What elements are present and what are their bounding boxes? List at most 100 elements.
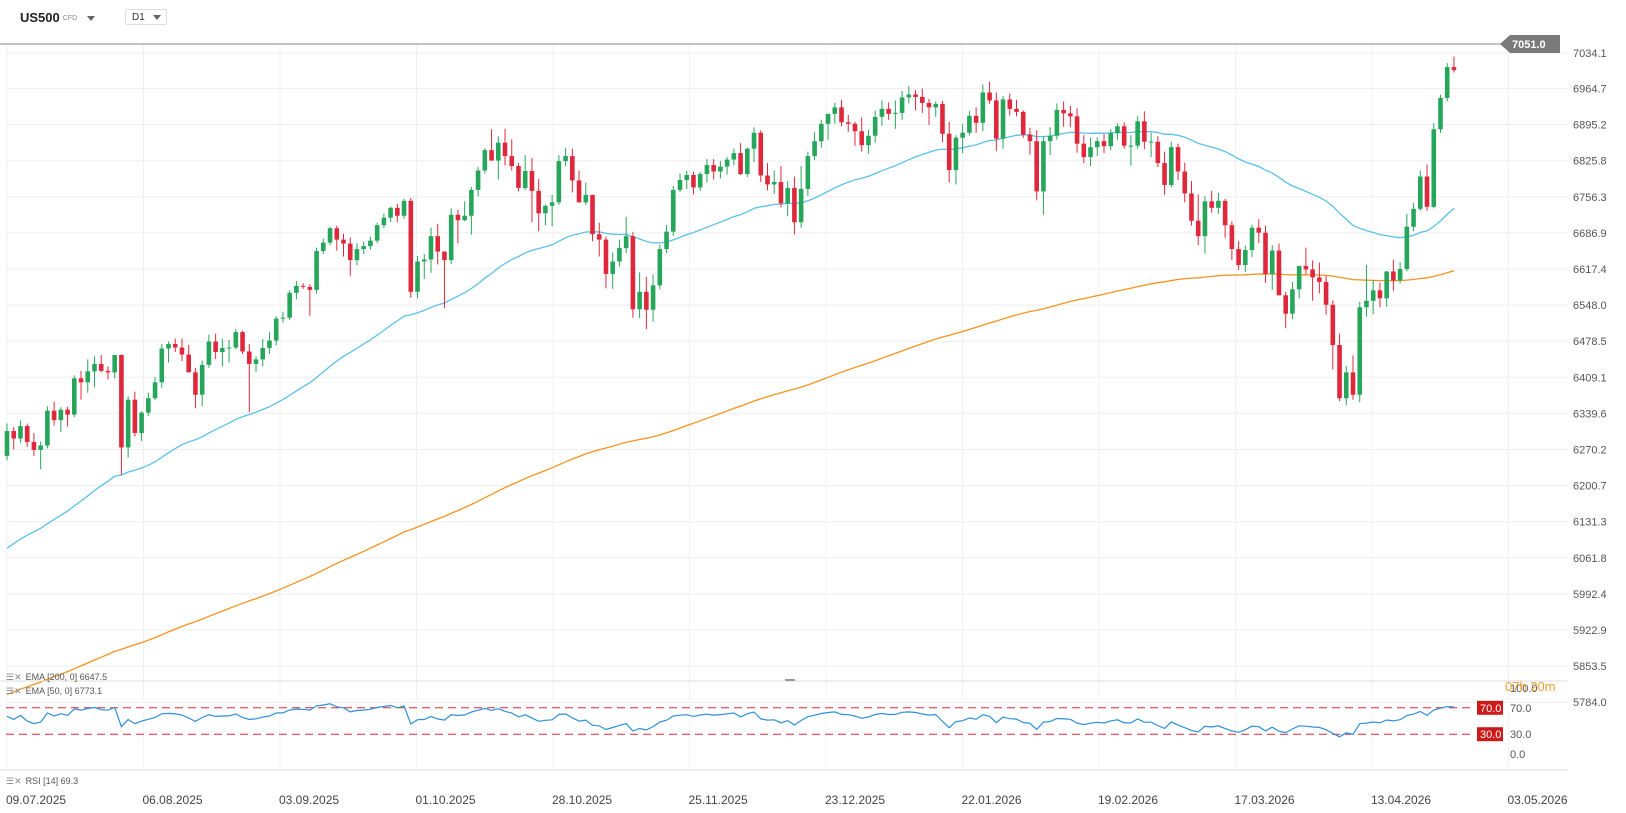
timer-h-unit: h — [1519, 679, 1527, 694]
ema200-legend[interactable]: ☰✕ EMA [200, 0] 6647.5 — [6, 672, 107, 683]
candle-body — [193, 372, 198, 395]
rsi-line — [6, 703, 1455, 738]
candle-body — [368, 240, 373, 247]
candle-body — [1209, 201, 1214, 208]
candle-body — [1229, 225, 1235, 250]
candle-body — [785, 187, 790, 204]
candle-body — [872, 116, 878, 136]
candle-body — [401, 200, 407, 216]
candle-body — [105, 370, 111, 373]
candle-body — [347, 243, 353, 261]
candle-body — [1337, 345, 1342, 399]
candle-body — [166, 344, 171, 349]
candle-body — [65, 409, 70, 415]
candle-body — [1418, 176, 1423, 209]
timer-m-unit: m — [1544, 679, 1556, 694]
candle-body — [1189, 193, 1194, 221]
candle-body — [1216, 200, 1221, 208]
candle-body — [4, 431, 10, 456]
date-axis-label: 17.03.2026 — [1235, 793, 1295, 807]
indicator-settings-icon[interactable]: ☰✕ — [6, 672, 22, 682]
candle-body — [1182, 171, 1188, 194]
price-axis-label: 7034.1 — [1573, 48, 1607, 60]
candle-body — [819, 123, 824, 142]
candle-body — [1088, 147, 1093, 158]
date-axis-label: 22.01.2026 — [962, 793, 1022, 807]
candle-body — [596, 234, 602, 240]
candle-body — [691, 175, 696, 188]
indicator-settings-icon[interactable]: ☰✕ — [6, 776, 22, 786]
candle-body — [933, 103, 939, 108]
candle-body — [859, 131, 865, 146]
symbol-selector[interactable]: US500 CFD — [20, 10, 96, 25]
symbol-name: US500 — [20, 10, 60, 25]
candle-body — [139, 412, 144, 434]
candle-body — [240, 332, 245, 352]
candle-body — [408, 200, 414, 292]
candle-body — [72, 378, 77, 415]
candle-body — [179, 347, 185, 355]
candle-body — [1094, 141, 1100, 148]
candle-body — [973, 115, 979, 123]
candle-body — [31, 441, 37, 450]
rsi-legend[interactable]: ☰✕ RSI [14] 69.3 — [6, 776, 78, 787]
candle-body — [421, 259, 427, 262]
candle-body — [233, 332, 239, 348]
timer-hours: 07 — [1505, 679, 1520, 694]
price-axis-label: 6756.3 — [1573, 192, 1607, 204]
candle-body — [1000, 99, 1006, 139]
candle-body — [1108, 133, 1114, 147]
candle-body — [1256, 227, 1262, 233]
candle-body — [294, 285, 299, 293]
candle-body — [516, 166, 521, 188]
timeframe-selector[interactable]: D1 — [125, 9, 167, 25]
candle-body — [704, 165, 710, 175]
candle-body — [1101, 141, 1107, 147]
candle-body — [623, 236, 629, 249]
candle-body — [280, 317, 286, 319]
rsi-axis-label: 70.0 — [1510, 703, 1531, 715]
candle-body — [677, 179, 683, 190]
candle-body — [273, 318, 279, 341]
candle-body — [92, 363, 97, 372]
candle-body — [1135, 121, 1140, 146]
ema50-label: EMA [50, 0] 6773.1 — [25, 686, 103, 696]
candle-body — [1175, 147, 1181, 172]
indicator-settings-icon[interactable]: ☰✕ — [6, 686, 22, 696]
candle-body — [1310, 269, 1315, 278]
candle-body — [112, 354, 117, 373]
rsi-level-label: 30.0 — [1480, 729, 1501, 741]
candle-body — [583, 194, 589, 203]
candle-body — [1068, 113, 1073, 117]
candle-body — [576, 180, 582, 203]
candle-body — [657, 249, 663, 286]
candle-body — [832, 107, 838, 114]
candle-body — [1115, 126, 1120, 134]
candle-body — [18, 426, 23, 439]
candle-body — [226, 347, 232, 349]
candle-body — [442, 251, 447, 261]
candle-body — [980, 92, 986, 123]
candle-body — [509, 156, 515, 167]
candle-body — [778, 181, 784, 204]
rsi-axis-label: 100.0 — [1510, 683, 1538, 695]
ema50-legend[interactable]: ☰✕ EMA [50, 0] 6773.1 — [6, 686, 102, 697]
candle-body — [1034, 141, 1039, 192]
candle-body — [58, 409, 64, 421]
candle-body — [711, 165, 716, 172]
rsi-level-badge — [1477, 700, 1503, 715]
candle-body — [38, 445, 43, 450]
candle-countdown: 07h 20m — [1505, 679, 1556, 694]
candle-body — [98, 363, 104, 371]
candle-body — [24, 426, 30, 442]
candle-body — [852, 123, 858, 132]
candle-body — [428, 236, 434, 260]
candle-body — [119, 354, 124, 448]
price-axis-label: 5853.5 — [1573, 661, 1607, 673]
candle-body — [1195, 220, 1201, 237]
candle-body — [603, 239, 609, 274]
candle-body — [354, 249, 360, 261]
candle-body — [967, 115, 972, 133]
date-axis-label: 09.07.2025 — [6, 793, 66, 807]
